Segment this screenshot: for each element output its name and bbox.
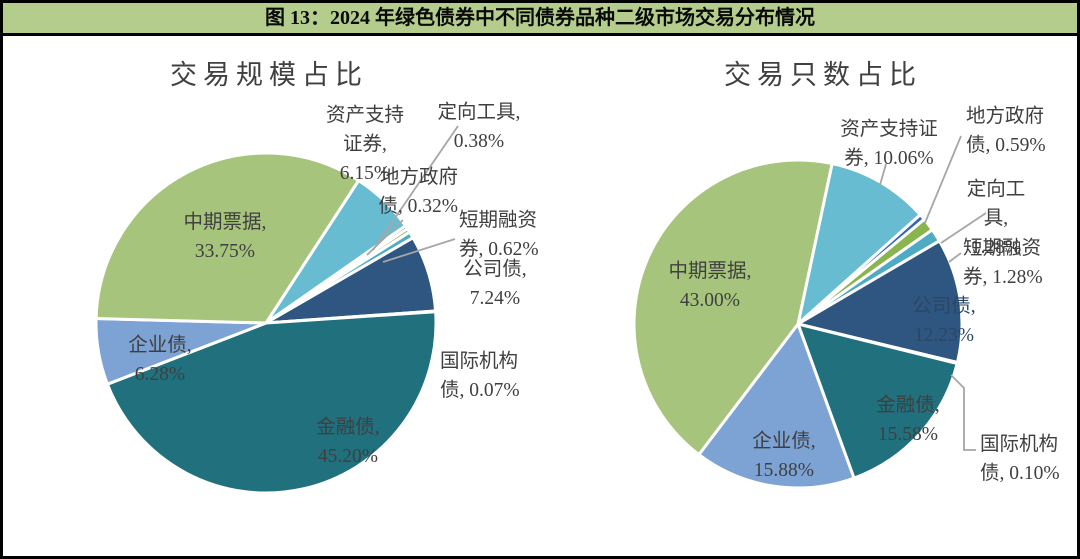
pie1-label-asset-backed-securities: 资产支持 证券, 6.15% (325, 105, 405, 184)
left-chart-title: 交易规模占比 (170, 60, 368, 90)
figure-title: 图 13：2024 年绿色债券中不同债券品种二级市场交易分布情况 (265, 7, 815, 29)
pie1-label-medium-term-note: 中期票据, 33.75% (183, 212, 267, 262)
pie2-label-local-government-bond: 地方政府 债, 0.59% (966, 106, 1046, 156)
pie2-slice-corporate-bond (796, 239, 964, 365)
pie2-slice-medium-term-note (632, 158, 834, 457)
pie1-leader-line-2 (382, 238, 456, 263)
pie2-label-corporate-bond: 公司债, 12.23% (912, 296, 976, 346)
pie2-label-asset-backed-securities: 资产支持证 券, 10.06% (840, 119, 938, 169)
pie2-label-medium-term-note: 中期票据, 43.00% (668, 261, 752, 311)
pie1-label-international-institution-bond: 国际机构 债, 0.07% (440, 351, 520, 401)
pie2-label-short-term-commercial-paper: 短期融资 券, 1.28% (963, 238, 1043, 288)
pie2-leader-line-1 (924, 135, 962, 224)
figure-title-bar: 图 13：2024 年绿色债券中不同债券品种二级市场交易分布情况 (3, 3, 1077, 36)
pies-canvas (94, 125, 987, 495)
pie2-label-international-institution-bond: 国际机构 债, 0.10% (980, 434, 1060, 484)
pie1-leader-line-0 (372, 125, 459, 251)
pie1-label-financial-bond: 金融债, 45.20% (316, 417, 380, 467)
pie1-slice-medium-term-note (94, 151, 361, 325)
pie1-label-enterprise-bond: 企业债, 6.28% (128, 335, 192, 385)
pie1-label-private-placement-note: 定向工具, 0.38% (437, 102, 521, 152)
pie1-label-local-government-bond: 地方政府 债, 0.32% (378, 167, 458, 217)
pie1-slice-financial-bond (105, 310, 438, 495)
pie2-slice-enterprise-bond (697, 322, 856, 490)
pie2-label-enterprise-bond: 企业债, 15.88% (752, 431, 816, 481)
pie1-label-short-term-commercial-paper: 短期融资 券, 0.62% (459, 210, 539, 260)
pie1-label-corporate-bond: 公司债, 7.24% (463, 259, 527, 309)
pie2-leader-line-0 (879, 163, 887, 186)
pie2-leader-line-4 (950, 374, 976, 451)
pie2-label-private-placement-note: 定向工具, 1.28% (966, 179, 1026, 258)
pie2-label-financial-bond: 金融债, 15.58% (876, 395, 940, 445)
pie1-leader-line-1 (366, 219, 404, 256)
pie2-leader-line-2 (940, 212, 987, 244)
pie2-leader-line-3 (948, 252, 962, 263)
right-chart-title: 交易只数占比 (724, 60, 922, 90)
